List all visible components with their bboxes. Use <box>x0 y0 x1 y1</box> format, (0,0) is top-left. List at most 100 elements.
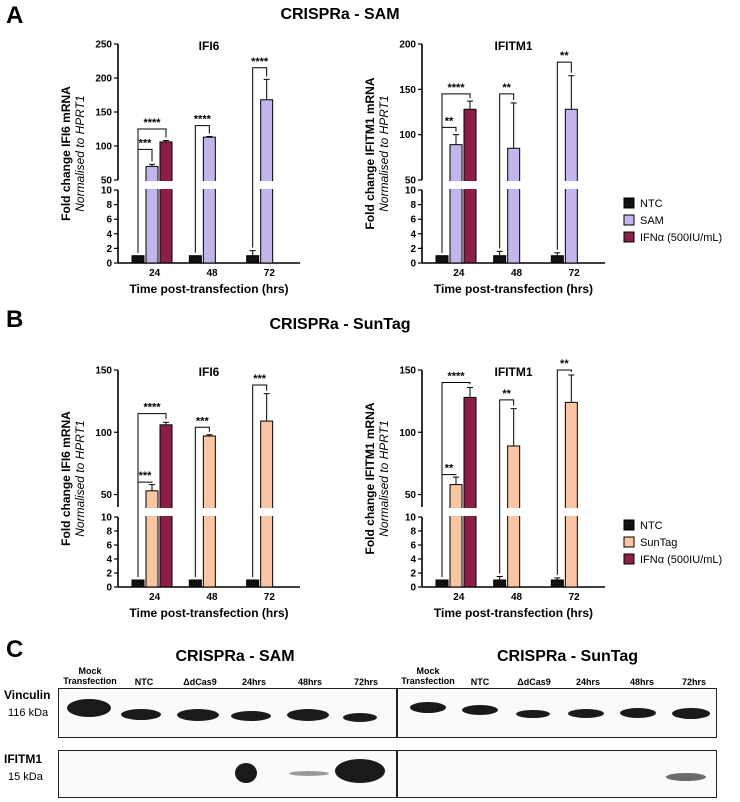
y-axis-label-sub: Normalised to HPRT1 <box>377 95 391 211</box>
legend-label: NTC <box>640 198 663 210</box>
vinculin-name: Vinculin <box>4 688 51 702</box>
bar-suntag <box>145 490 159 588</box>
y-tick-label: 0 <box>410 583 416 594</box>
y-tick-label: 4 <box>410 229 416 240</box>
axis-break-gap <box>416 181 605 189</box>
legend-swatch <box>623 197 635 209</box>
significance-bracket <box>194 125 210 253</box>
significance-stars: **** <box>447 370 465 382</box>
x-tick-label: 72 <box>569 592 581 603</box>
legend-label: IFNα (500IU/mL) <box>640 232 722 244</box>
legend-label: IFNα (500IU/mL) <box>640 554 722 566</box>
band <box>462 705 498 715</box>
band <box>289 771 329 776</box>
legend-swatch <box>623 553 635 565</box>
significance-stars: *** <box>253 373 267 385</box>
y-tick-label: 250 <box>95 40 112 51</box>
lane-label: 72hrs <box>681 677 707 687</box>
y-tick-label: 6 <box>106 541 112 552</box>
y-axis-label-sub: Normalised to HPRT1 <box>73 95 87 211</box>
y-tick-label: 2 <box>106 569 112 580</box>
y-axis-label-sub: Normalised to HPRT1 <box>377 420 391 536</box>
panel-letter-a: A <box>6 2 24 29</box>
axis-break-gap <box>416 508 605 516</box>
bar-ntc <box>550 579 564 588</box>
band <box>231 711 271 721</box>
x-tick-label: 24 <box>453 592 465 603</box>
western-title-sam: CRISPRa - SAM <box>175 648 295 665</box>
significance-bracket <box>556 369 572 575</box>
bar-ntc <box>188 255 202 264</box>
y-tick-label: 100 <box>399 428 416 439</box>
significance-stars: ** <box>445 115 454 127</box>
lane-label: 24hrs <box>575 677 601 687</box>
legend-label: SunTag <box>640 537 677 549</box>
y-tick-label: 2 <box>106 244 112 255</box>
bar-ifnα <box>463 396 477 588</box>
x-tick-label: 48 <box>511 268 523 279</box>
significance-stars: *** <box>139 470 153 482</box>
x-tick-label: 48 <box>206 268 218 279</box>
y-tick-label: 100 <box>399 130 416 141</box>
significance-stars: *** <box>139 137 153 149</box>
chart-title: IFITM1 <box>495 365 533 379</box>
chart-title: IFI6 <box>199 39 220 53</box>
bar-ntc <box>550 255 564 264</box>
y-tick-label: 0 <box>106 583 112 594</box>
y-tick-label: 150 <box>95 366 112 377</box>
y-tick-label: 4 <box>106 555 112 566</box>
ifitm1-label: IFITM1 <box>4 752 42 766</box>
x-axis-label: Time post-transfection (hrs) <box>129 606 288 620</box>
y-tick-label: 8 <box>106 527 112 538</box>
significance-stars: **** <box>194 114 212 126</box>
lane-label: ΔdCas9 <box>183 677 217 687</box>
band <box>335 759 385 783</box>
y-tick-label: 0 <box>410 259 416 270</box>
band <box>620 708 656 718</box>
significance-stars: **** <box>143 117 161 129</box>
bar-suntag <box>507 445 521 588</box>
y-tick-label: 4 <box>410 555 416 566</box>
significance-bracket <box>441 381 471 577</box>
bar-sam <box>449 144 463 264</box>
legend-swatch <box>623 519 635 531</box>
lane-label: 48hrs <box>629 677 655 687</box>
significance-stars: **** <box>447 82 465 94</box>
bar-ntc <box>188 579 202 588</box>
band <box>177 709 219 721</box>
y-tick-label: 8 <box>106 200 112 211</box>
bar-ntc <box>435 255 449 264</box>
bar-ifnα <box>159 141 173 264</box>
y-tick-label: 2 <box>410 569 416 580</box>
significance-bracket <box>252 67 268 248</box>
x-tick-label: 72 <box>569 268 581 279</box>
y-tick-label: 150 <box>95 108 112 119</box>
y-tick-label: 50 <box>101 490 113 501</box>
y-tick-label: 10 <box>405 513 417 524</box>
y-axis-label: Fold change IFITM1 mRNA <box>363 402 377 554</box>
bar-suntag <box>449 484 463 588</box>
y-tick-label: 50 <box>405 490 417 501</box>
lane-label: 48hrs <box>297 677 323 687</box>
y-tick-label: 8 <box>410 527 416 538</box>
section-title-sam: CRISPRa - SAM <box>280 6 400 23</box>
lane-label: ΔdCas9 <box>517 677 551 687</box>
y-tick-label: 0 <box>106 259 112 270</box>
significance-bracket <box>499 399 515 574</box>
y-tick-label: 8 <box>410 200 416 211</box>
x-tick-label: 48 <box>511 592 523 603</box>
section-title-suntag: CRISPRa - SunTag <box>269 316 411 333</box>
y-axis-label: Fold change IFI6 mRNA <box>59 86 73 221</box>
western-title-suntag: CRISPRa - SunTag <box>496 648 639 665</box>
y-axis-label-sub: Normalised to HPRT1 <box>73 420 87 536</box>
y-tick-label: 200 <box>95 74 112 85</box>
legend-swatch <box>623 231 635 243</box>
y-tick-label: 50 <box>405 176 417 187</box>
legend-swatch <box>623 214 635 226</box>
chart-title: IFITM1 <box>495 39 533 53</box>
band <box>516 710 550 718</box>
significance-stars: ** <box>445 463 454 475</box>
blot-vinculin-sam <box>58 688 397 738</box>
band <box>235 763 257 783</box>
